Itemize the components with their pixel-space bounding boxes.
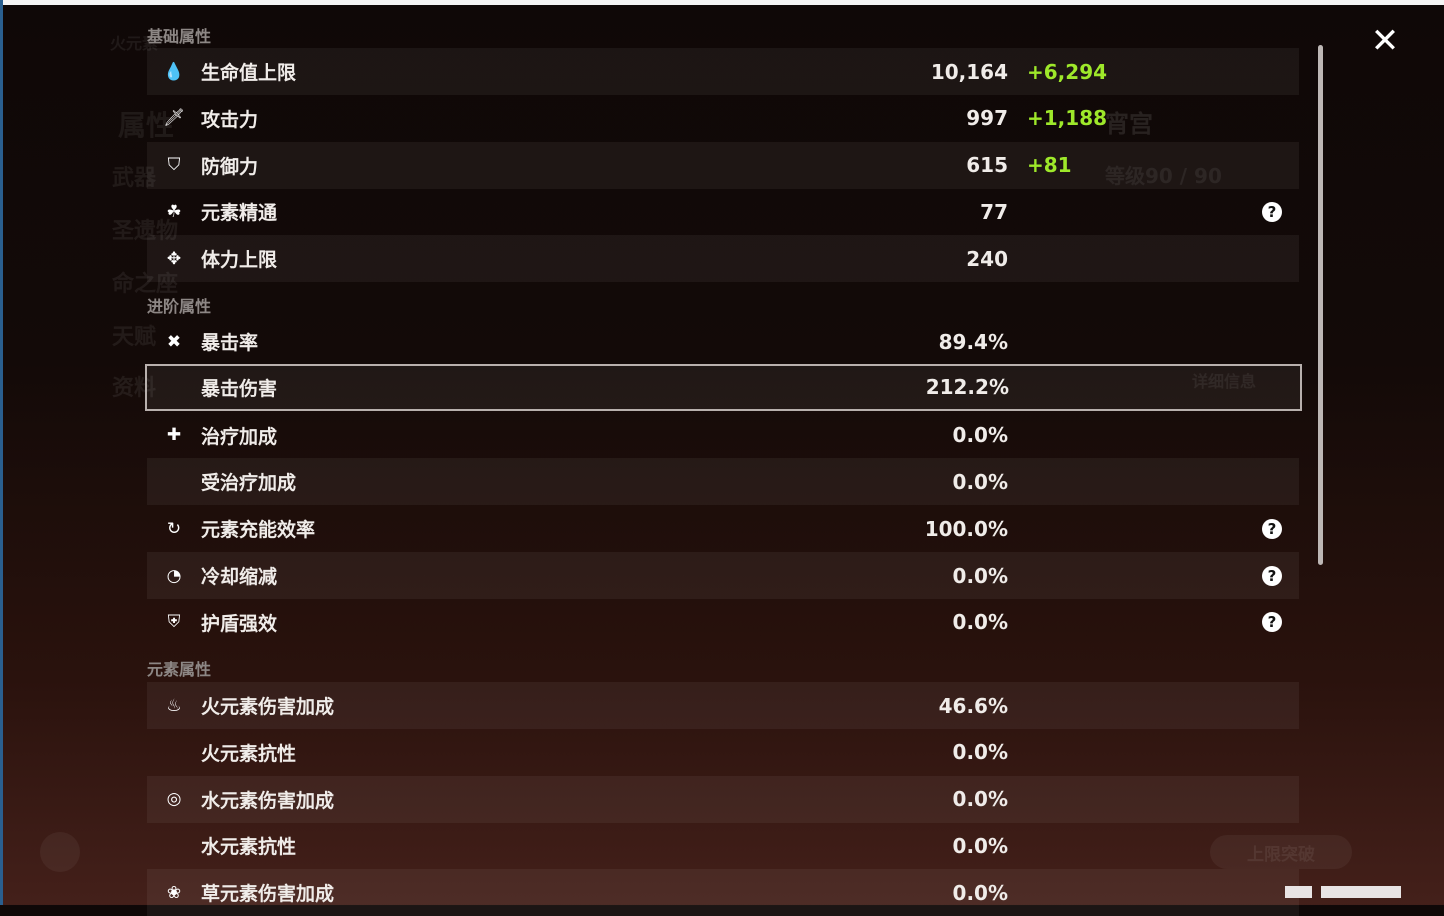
stat-label: 治疗加成 bbox=[201, 425, 278, 448]
bg-menu-attributes[interactable]: 属性 bbox=[118, 109, 175, 142]
stat-label: 生命值上限 bbox=[201, 62, 297, 84]
bg-element-title: 火元素 bbox=[110, 34, 159, 53]
stat-label: 火元素抗性 bbox=[201, 742, 297, 765]
stat-row[interactable]: ☘ 元素精通 77? bbox=[147, 188, 1299, 235]
stat-value: 77 bbox=[980, 199, 1008, 224]
shield-icon: ⛉ bbox=[167, 155, 181, 176]
healing-cross-icon: ✚ bbox=[166, 425, 182, 446]
bg-ascend-button[interactable]: 上限突破 bbox=[1210, 835, 1352, 869]
bg-details-button[interactable]: 详细信息 bbox=[1192, 372, 1257, 391]
stat-label: 暴击率 bbox=[201, 332, 259, 354]
stat-row[interactable]: 受治疗加成 0.0% bbox=[147, 458, 1299, 506]
pyro-icon: ♨ bbox=[166, 695, 182, 716]
shield-strength-icon: ⛨ bbox=[167, 612, 181, 633]
stat-label: 暴击伤害 bbox=[201, 377, 278, 400]
stat-value: 0.0% bbox=[952, 563, 1008, 588]
stat-row[interactable]: 火元素抗性 0.0% bbox=[147, 729, 1299, 776]
help-icon[interactable]: ? bbox=[1262, 201, 1282, 222]
stat-row[interactable]: ✥ 体力上限 240 bbox=[147, 235, 1299, 283]
stat-value: 615 bbox=[966, 153, 1008, 178]
stat-value: 0.0% bbox=[952, 833, 1008, 858]
section-title: 元素属性 bbox=[147, 660, 212, 679]
stat-label: 水元素抗性 bbox=[201, 836, 297, 859]
stat-value: 0.0% bbox=[952, 423, 1008, 448]
sword-icon: 🗡 bbox=[163, 108, 185, 129]
window-left-edge bbox=[0, 0, 3, 905]
stat-value: 46.6% bbox=[938, 693, 1008, 718]
stat-label: 受治疗加成 bbox=[201, 472, 297, 495]
stat-bonus: +81 bbox=[1027, 153, 1072, 178]
stat-row[interactable]: ◎ 水元素伤害加成 0.0% bbox=[147, 775, 1299, 823]
crit-icon: ✖ bbox=[166, 331, 182, 352]
energy-recharge-icon: ↻ bbox=[166, 518, 182, 539]
stat-row[interactable]: 暴击伤害 212.2% bbox=[145, 363, 1302, 411]
stat-bonus: +1,188 bbox=[1027, 106, 1108, 131]
stat-label: 攻击力 bbox=[201, 108, 259, 131]
stat-label: 火元素伤害加成 bbox=[201, 696, 335, 718]
hp-drop-icon: 💧 bbox=[163, 61, 185, 82]
stat-value: 89.4% bbox=[938, 329, 1008, 354]
help-icon[interactable]: ? bbox=[1262, 518, 1282, 539]
cooldown-icon: ◔ bbox=[166, 565, 182, 586]
help-icon[interactable]: ? bbox=[1262, 565, 1282, 586]
stat-row[interactable]: ❀ 草元素伤害加成 0.0% bbox=[147, 869, 1299, 916]
stat-value: 240 bbox=[966, 246, 1008, 271]
grid-menu-icon[interactable] bbox=[40, 832, 80, 872]
stat-row[interactable]: 水元素抗性 0.0% bbox=[147, 822, 1299, 869]
watermark bbox=[1285, 886, 1312, 898]
stat-value: 10,164 bbox=[930, 59, 1008, 84]
stat-row[interactable]: ⛨ 护盾强效 0.0%? bbox=[147, 599, 1299, 646]
stat-value: 0.0% bbox=[952, 610, 1008, 635]
stamina-icon: ✥ bbox=[166, 248, 182, 269]
dendro-icon: ❀ bbox=[166, 882, 182, 903]
stat-value: 0.0% bbox=[952, 740, 1008, 765]
stat-value: 212.2% bbox=[925, 375, 1009, 400]
stat-label: 冷却缩减 bbox=[201, 566, 278, 588]
bg-menu-constellation[interactable]: 命之座 bbox=[112, 272, 179, 297]
stat-row[interactable]: ⛉ 防御力 615 +81 bbox=[147, 141, 1299, 189]
bg-menu-weapon[interactable]: 武器 bbox=[112, 166, 157, 191]
watermark bbox=[1321, 886, 1401, 898]
stat-value: 997 bbox=[966, 106, 1008, 131]
help-icon[interactable]: ? bbox=[1262, 612, 1282, 633]
stat-label: 元素充能效率 bbox=[201, 519, 316, 542]
stat-value: 0.0% bbox=[952, 880, 1008, 905]
stat-value: 100.0% bbox=[924, 516, 1008, 541]
stat-row[interactable]: ✚ 治疗加成 0.0% bbox=[147, 412, 1299, 459]
stat-row[interactable]: ✖ 暴击率 89.4% bbox=[147, 318, 1299, 365]
stat-row[interactable]: ↻ 元素充能效率 100.0%? bbox=[147, 505, 1299, 552]
stat-bonus: +6,294 bbox=[1027, 59, 1108, 84]
stat-row[interactable]: ♨ 火元素伤害加成 46.6% bbox=[147, 682, 1299, 729]
stat-label: 元素精通 bbox=[201, 202, 278, 225]
elemental-mastery-icon: ☘ bbox=[166, 201, 182, 222]
section-title: 基础属性 bbox=[147, 27, 212, 46]
section-title: 进阶属性 bbox=[147, 297, 212, 316]
stat-row[interactable]: 🗡 攻击力 997 +1,188 bbox=[147, 95, 1299, 142]
bg-level: 等级90 / 90 bbox=[1105, 164, 1222, 188]
hydro-icon: ◎ bbox=[166, 789, 182, 810]
stat-label: 体力上限 bbox=[201, 249, 278, 272]
close-button[interactable]: ✕ bbox=[1368, 24, 1402, 58]
bg-menu-profile[interactable]: 资料 bbox=[112, 376, 157, 401]
stat-row[interactable]: 💧 生命值上限 10,164 +6,294 bbox=[147, 48, 1299, 95]
bg-character-name: 宵宫 bbox=[1105, 110, 1153, 138]
window-top-edge bbox=[0, 0, 1444, 5]
bg-menu-talents[interactable]: 天赋 bbox=[112, 325, 157, 350]
stat-label: 水元素伤害加成 bbox=[201, 789, 335, 812]
close-icon: ✕ bbox=[1370, 21, 1400, 61]
stat-label: 防御力 bbox=[201, 155, 259, 178]
stat-value: 0.0% bbox=[952, 469, 1008, 494]
stat-row[interactable]: ◔ 冷却缩减 0.0%? bbox=[147, 552, 1299, 599]
stat-label: 草元素伤害加成 bbox=[201, 883, 335, 906]
stat-value: 0.0% bbox=[952, 787, 1008, 812]
bg-menu-artifacts[interactable]: 圣遗物 bbox=[112, 219, 179, 244]
stat-label: 护盾强效 bbox=[201, 612, 278, 635]
scrollbar[interactable] bbox=[1318, 45, 1323, 565]
